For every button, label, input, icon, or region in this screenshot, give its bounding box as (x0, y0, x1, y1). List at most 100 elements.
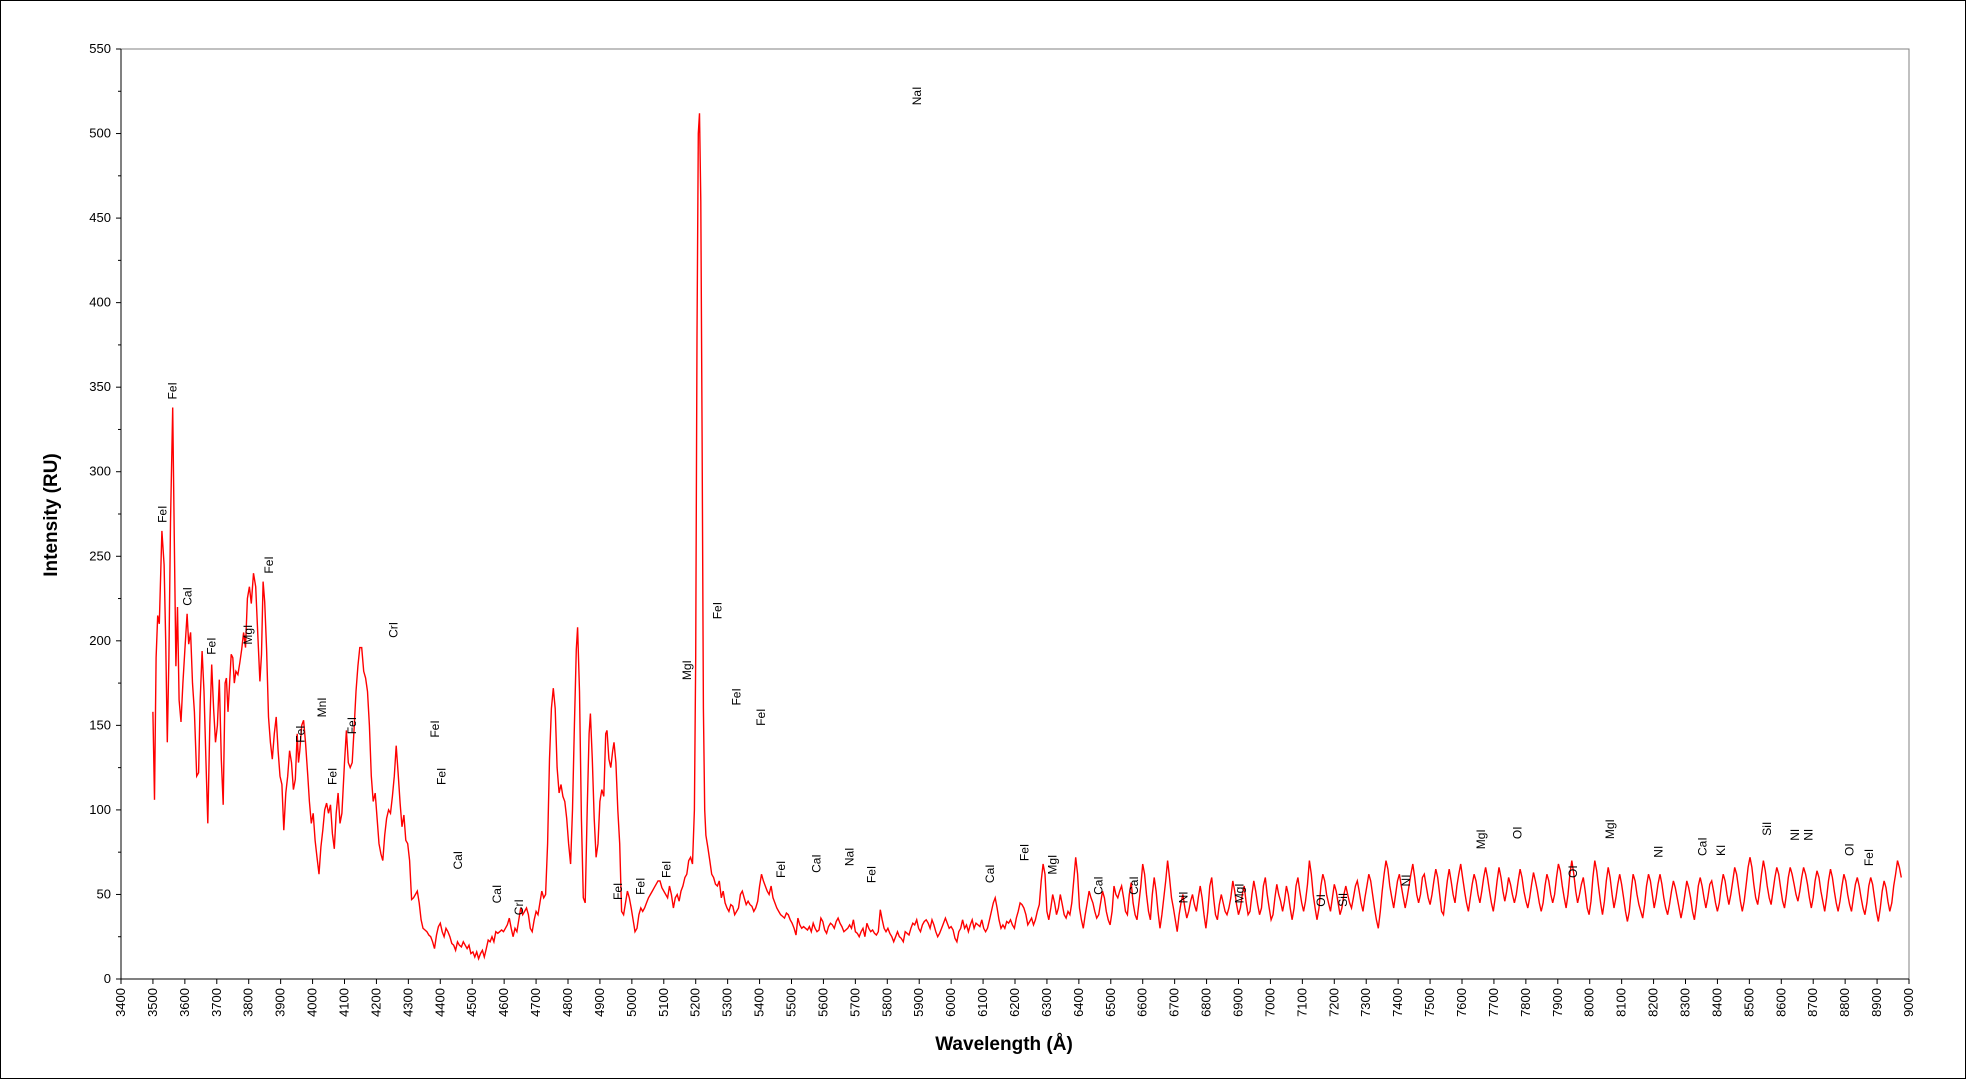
x-tick-label: 8800 (1837, 988, 1852, 1017)
x-tick-label: 8600 (1773, 988, 1788, 1017)
peak-label: FeI (730, 688, 744, 705)
peak-label: FeI (633, 878, 647, 895)
x-tick-label: 5200 (688, 988, 703, 1017)
x-tick-label: 5600 (815, 988, 830, 1017)
x-tick-label: 3700 (209, 988, 224, 1017)
y-axis-ticks: 0 50 100 150 200 250 300 350 400 450 500 550 (89, 41, 121, 986)
peak-label: FeI (156, 506, 170, 523)
x-tick-label: 7700 (1486, 988, 1501, 1017)
peak-label: OI (1511, 826, 1525, 839)
peak-label: FeI (1862, 849, 1876, 866)
y-tick-label: 300 (89, 464, 111, 479)
peak-label: CaI (181, 587, 195, 606)
peak-label: SiI (1760, 822, 1774, 836)
peak-label: MgI (1603, 819, 1617, 839)
x-tick-label: 6400 (1071, 988, 1086, 1017)
x-tick-label: 6000 (943, 988, 958, 1017)
plot-area (120, 48, 1910, 980)
x-tick-label: 4400 (432, 988, 447, 1017)
peak-label: FeI (293, 725, 307, 742)
peak-label: FeI (262, 556, 276, 573)
spectrum-line (152, 113, 1902, 961)
x-tick-label: 7200 (1326, 988, 1341, 1017)
x-tick-label: 7300 (1358, 988, 1373, 1017)
x-tick-label: 5900 (911, 988, 926, 1017)
peak-label: MgI (1474, 829, 1488, 849)
peak-label: NaI (910, 87, 924, 106)
x-tick-label: 6300 (1039, 988, 1054, 1017)
x-tick-label: 7500 (1422, 988, 1437, 1017)
peak-labels: FeI FeI CaI FeI MgI FeI FeI MnI FeI FeI CrI FeI FeI C… (156, 87, 1877, 916)
peak-label: FeI (754, 708, 768, 725)
x-tick-label: 8400 (1709, 988, 1724, 1017)
x-tick-label: 7800 (1518, 988, 1533, 1017)
x-tick-label: 6700 (1167, 988, 1182, 1017)
peak-label: NI (1652, 846, 1666, 858)
axes (120, 48, 1910, 980)
peak-label: FeI (326, 768, 340, 785)
x-tick-label: 4500 (464, 988, 479, 1017)
x-tick-label: 9000 (1901, 988, 1916, 1017)
x-tick-label: 5500 (784, 988, 799, 1017)
peak-label: MgI (1046, 855, 1060, 875)
y-tick-label: 150 (89, 717, 111, 732)
peak-label: MnI (315, 697, 329, 717)
peak-label: CaI (1127, 876, 1141, 895)
x-tick-label: 8100 (1614, 988, 1629, 1017)
x-tick-label: 6100 (975, 988, 990, 1017)
peak-label: KI (1714, 845, 1728, 856)
x-tick-label: 8900 (1869, 988, 1884, 1017)
x-tick-label: 6900 (1231, 988, 1246, 1017)
peak-label: OI (1566, 865, 1580, 878)
x-tick-label: 3400 (113, 988, 128, 1017)
x-tick-label: 4000 (305, 988, 320, 1017)
x-tick-label: 5000 (624, 988, 639, 1017)
x-tick-label: 4700 (528, 988, 543, 1017)
x-tick-label: 4100 (337, 988, 352, 1017)
x-tick-label: 6200 (1007, 988, 1022, 1017)
x-tick-label: 3800 (241, 988, 256, 1017)
x-tick-label: 7100 (1294, 988, 1309, 1017)
peak-label: NaI (843, 847, 857, 866)
x-tick-label: 4300 (400, 988, 415, 1017)
peak-label: CaI (1092, 876, 1106, 895)
y-tick-label: 550 (89, 41, 111, 56)
x-tick-label: 8200 (1646, 988, 1661, 1017)
x-tick-label: 4800 (560, 988, 575, 1017)
x-tick-label: 8300 (1678, 988, 1693, 1017)
y-axis-title: Intensity (RU) (41, 453, 62, 577)
peak-label: MgI (1232, 883, 1246, 903)
x-tick-label: 7600 (1454, 988, 1469, 1017)
peak-label: FeI (345, 717, 359, 734)
x-tick-label: 6600 (1135, 988, 1150, 1017)
peak-label: FeI (611, 883, 625, 900)
x-axis-title: Wavelength (Å) (935, 1034, 1073, 1055)
x-tick-label: 3600 (177, 988, 192, 1017)
x-tick-label: 3900 (273, 988, 288, 1017)
x-axis-ticks: 3400 3500 3600 3700 3800 3900 4000 4100 4200 4300… (113, 979, 1916, 1017)
peak-label: FeI (864, 866, 878, 883)
x-tick-label: 5400 (752, 988, 767, 1017)
peak-label: FeI (1018, 844, 1032, 861)
y-tick-label: 400 (89, 295, 111, 310)
peak-label: CaI (809, 854, 823, 873)
peak-label: NI (1802, 829, 1816, 841)
x-tick-label: 8500 (1741, 988, 1756, 1017)
x-tick-label: 5100 (656, 988, 671, 1017)
peak-label: FeI (428, 720, 442, 737)
peak-label: FeI (774, 861, 788, 878)
y-tick-label: 50 (97, 886, 111, 901)
peak-label: MgI (241, 625, 255, 645)
x-tick-label: 4900 (592, 988, 607, 1017)
peak-label: OI (1314, 894, 1328, 907)
y-tick-label: 200 (89, 633, 111, 648)
y-tick-label: 500 (89, 126, 111, 141)
peak-label: FeI (659, 861, 673, 878)
peak-label: CaI (451, 851, 465, 870)
peak-label: FeI (435, 768, 449, 785)
peak-label: NI (1177, 891, 1191, 903)
y-tick-label: 350 (89, 379, 111, 394)
peak-label: FeI (166, 382, 180, 399)
